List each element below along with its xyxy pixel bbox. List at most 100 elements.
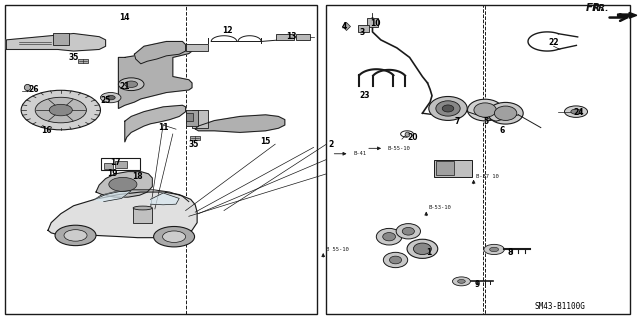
Bar <box>186 44 208 51</box>
Text: 15: 15 <box>260 137 271 146</box>
Ellipse shape <box>495 106 517 121</box>
Text: 19: 19 <box>107 169 117 178</box>
Text: 26: 26 <box>28 85 38 94</box>
Ellipse shape <box>442 105 454 112</box>
Circle shape <box>163 231 186 242</box>
Ellipse shape <box>403 227 415 235</box>
Bar <box>358 25 369 32</box>
Circle shape <box>100 93 121 103</box>
Text: 24: 24 <box>573 108 584 117</box>
Circle shape <box>106 95 115 100</box>
Bar <box>190 136 200 140</box>
Polygon shape <box>96 172 152 197</box>
Bar <box>367 18 378 27</box>
Text: 21: 21 <box>120 82 130 91</box>
Bar <box>104 163 113 169</box>
Bar <box>192 110 208 128</box>
Bar <box>276 34 294 40</box>
Text: 4: 4 <box>342 22 347 31</box>
Circle shape <box>564 106 588 117</box>
Bar <box>326 5 485 314</box>
Circle shape <box>571 109 581 114</box>
Text: 6: 6 <box>499 126 504 135</box>
Ellipse shape <box>383 233 396 241</box>
Bar <box>133 208 152 223</box>
Text: B-53-10: B-53-10 <box>429 205 452 211</box>
Bar <box>115 161 127 168</box>
Text: 23: 23 <box>360 91 370 100</box>
Text: 9: 9 <box>474 280 479 289</box>
Text: 8: 8 <box>508 248 513 256</box>
Circle shape <box>154 226 195 247</box>
Text: B-55-10: B-55-10 <box>388 146 411 151</box>
Ellipse shape <box>133 206 152 210</box>
Polygon shape <box>134 41 186 64</box>
Circle shape <box>21 90 100 130</box>
Ellipse shape <box>474 103 497 117</box>
Bar <box>186 110 198 126</box>
Polygon shape <box>125 105 186 142</box>
Bar <box>434 160 472 177</box>
Text: FR.: FR. <box>586 4 605 13</box>
Text: 13: 13 <box>286 32 296 41</box>
Bar <box>5 5 317 314</box>
Ellipse shape <box>389 256 402 264</box>
Circle shape <box>484 244 504 255</box>
Text: 5: 5 <box>484 117 489 126</box>
FancyArrow shape <box>618 12 637 18</box>
Text: 25: 25 <box>100 96 111 105</box>
Bar <box>101 158 140 170</box>
Text: 35: 35 <box>188 140 198 149</box>
Text: 17: 17 <box>110 158 120 167</box>
Polygon shape <box>118 46 192 108</box>
Bar <box>78 59 88 63</box>
Circle shape <box>490 247 499 252</box>
Circle shape <box>458 279 465 283</box>
Text: 20: 20 <box>408 133 418 142</box>
Text: 14: 14 <box>120 13 130 22</box>
Polygon shape <box>150 193 179 205</box>
Bar <box>53 33 69 45</box>
Polygon shape <box>95 191 131 202</box>
Bar <box>326 5 483 314</box>
Text: SM43-B1100G: SM43-B1100G <box>534 302 586 311</box>
Text: 18: 18 <box>132 172 143 181</box>
Text: B-41: B-41 <box>353 151 366 156</box>
Text: B 55-10: B 55-10 <box>326 247 349 252</box>
Bar <box>436 161 454 175</box>
Ellipse shape <box>429 96 467 120</box>
Circle shape <box>109 177 137 191</box>
Polygon shape <box>48 192 197 238</box>
Ellipse shape <box>413 243 431 255</box>
Text: 35: 35 <box>68 53 79 62</box>
Text: 12: 12 <box>222 26 232 35</box>
Text: 22: 22 <box>548 38 559 47</box>
Polygon shape <box>195 115 285 132</box>
Ellipse shape <box>407 239 438 258</box>
Text: 7: 7 <box>455 117 460 126</box>
Text: 2: 2 <box>328 140 333 149</box>
Bar <box>186 113 193 121</box>
Ellipse shape <box>383 252 408 268</box>
Circle shape <box>118 78 144 91</box>
Polygon shape <box>6 33 106 51</box>
Circle shape <box>35 97 86 123</box>
Bar <box>296 34 310 40</box>
Ellipse shape <box>436 101 460 116</box>
Ellipse shape <box>396 224 420 239</box>
Text: 10: 10 <box>371 19 381 28</box>
Text: B-37 10: B-37 10 <box>476 174 499 179</box>
Text: FR.: FR. <box>593 4 609 13</box>
Circle shape <box>55 225 96 246</box>
Circle shape <box>49 104 72 116</box>
Text: 16: 16 <box>41 126 51 135</box>
Text: 3: 3 <box>360 28 365 37</box>
Circle shape <box>125 81 138 87</box>
Ellipse shape <box>376 228 402 245</box>
Ellipse shape <box>488 102 524 124</box>
Text: 1: 1 <box>426 248 431 257</box>
Circle shape <box>452 277 470 286</box>
Bar <box>326 5 630 314</box>
Ellipse shape <box>467 99 503 121</box>
Circle shape <box>64 230 87 241</box>
